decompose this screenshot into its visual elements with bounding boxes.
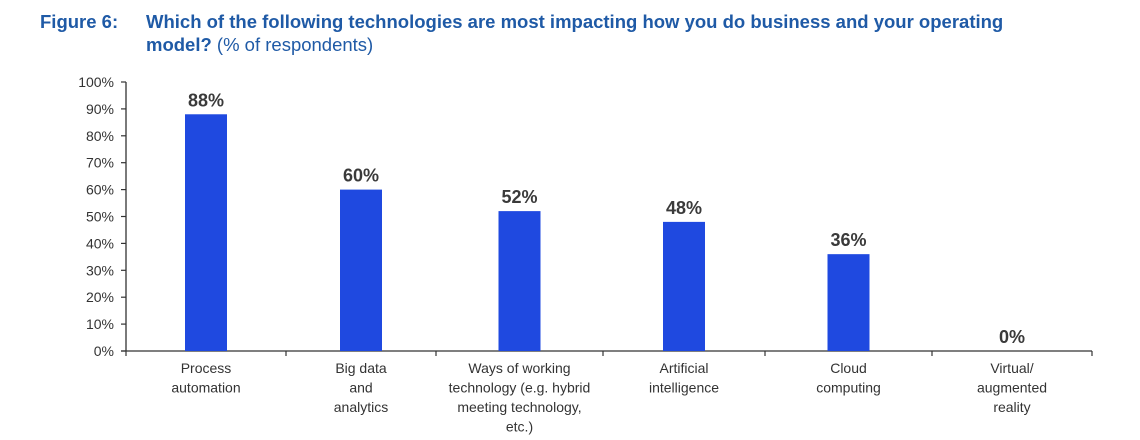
data-label: 52% [501, 187, 537, 207]
data-label: 60% [343, 166, 379, 186]
category-label-line: Virtual/ [990, 360, 1033, 376]
y-tick-label: 20% [86, 289, 114, 305]
data-label: 88% [188, 90, 224, 110]
category-label-line: etc.) [506, 419, 533, 435]
question-line1: Which of the following technologies are … [146, 11, 1004, 32]
category-label-line: computing [816, 380, 881, 396]
category-labels: Process automation Big data and analytics Way… [171, 360, 1047, 435]
category-label-line: and [349, 380, 372, 396]
data-labels: 88% 60% 52% 48% 36% 0% [188, 90, 1025, 347]
category-label-line: automation [171, 380, 240, 396]
category-label-line: Process [181, 360, 232, 376]
y-tick-label: 10% [86, 316, 114, 332]
category-label: Virtual/augmented reality [977, 360, 1047, 415]
bar [185, 114, 227, 351]
data-label: 0% [999, 327, 1025, 347]
category-label: Big data and analytics [334, 360, 388, 415]
bar [663, 221, 705, 351]
category-label-line: Artificial [659, 360, 708, 376]
y-tick-label: 80% [86, 128, 114, 144]
data-label: 36% [830, 230, 866, 250]
category-label-line: technology (e.g. hybrid [449, 380, 591, 396]
category-label-line: Big data [335, 360, 387, 376]
y-tick-label: 90% [86, 101, 114, 117]
y-tick-label: 30% [86, 262, 114, 278]
figure-number: Figure 6: [40, 11, 119, 32]
category-label-line: analytics [334, 399, 388, 415]
category-label: Artificial intelligence [649, 360, 719, 396]
category-label-line: augmented [977, 380, 1047, 396]
y-tick-label: 40% [86, 235, 114, 251]
data-label: 48% [666, 198, 702, 218]
bar [498, 211, 541, 351]
category-label-line: intelligence [649, 380, 719, 396]
y-tick-label: 100% [78, 74, 114, 90]
category-label-line: Cloud [830, 360, 867, 376]
bar [827, 254, 870, 351]
category-label: Process automation [171, 360, 240, 396]
question-line2: model? [146, 34, 212, 55]
category-label-line: reality [993, 399, 1030, 415]
y-tick-label: 0% [94, 343, 114, 359]
category-label-line: Ways of working [468, 360, 570, 376]
x-axis [121, 350, 1093, 356]
question-suffix: (% of respondents) [211, 34, 374, 55]
bar [340, 189, 382, 351]
figure-question: Which of the following technologies are … [146, 10, 1136, 56]
bars [185, 114, 870, 351]
y-tick-label: 50% [86, 209, 114, 225]
category-label: Cloud computing [816, 360, 881, 396]
y-tick-label: 60% [86, 182, 114, 198]
category-label-line: meeting technology, [457, 399, 581, 415]
category-label: Ways of working technology (e.g. hybrid me… [449, 360, 591, 435]
y-tick-label: 70% [86, 155, 114, 171]
y-axis: 0% 10% 20% 30% 40% 50% 60% 70% 80% 90% 100% [78, 74, 127, 359]
